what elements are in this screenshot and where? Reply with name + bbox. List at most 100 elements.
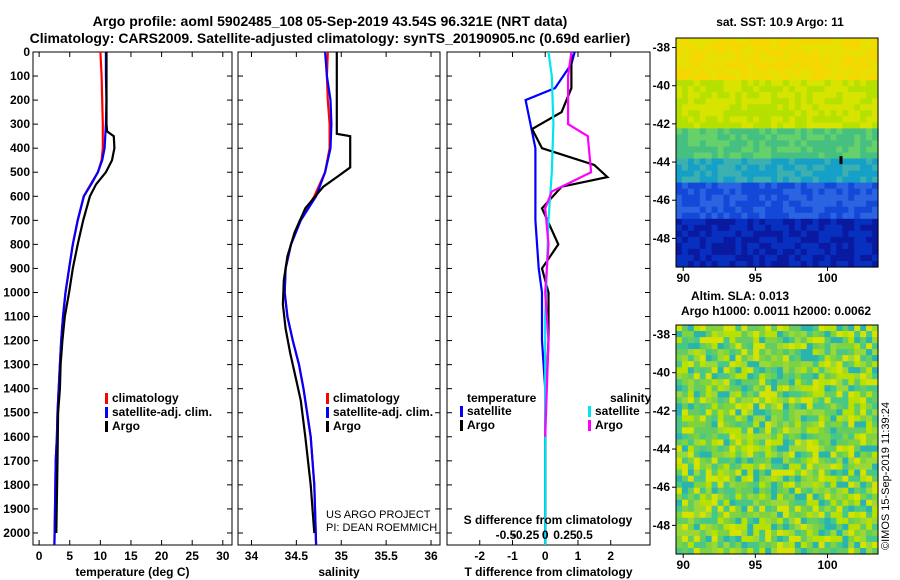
map-cell bbox=[687, 445, 695, 453]
map-cell bbox=[842, 38, 849, 45]
map-cell bbox=[777, 529, 784, 537]
map-cell bbox=[747, 80, 754, 87]
map-cell bbox=[830, 170, 837, 178]
map-cell bbox=[812, 343, 820, 350]
map-cell bbox=[777, 50, 784, 57]
map-cell bbox=[729, 367, 736, 374]
map-cell bbox=[782, 194, 790, 202]
map-cell bbox=[717, 548, 725, 555]
map-cell bbox=[729, 361, 736, 368]
map-cell bbox=[735, 206, 742, 214]
map-cell bbox=[735, 367, 742, 374]
map-cell bbox=[842, 409, 849, 416]
map-cell bbox=[681, 152, 689, 160]
map-cell bbox=[788, 343, 796, 350]
map-cell bbox=[771, 128, 778, 135]
map-cell bbox=[806, 463, 814, 471]
map-cell bbox=[681, 122, 689, 129]
map-cell bbox=[777, 349, 784, 356]
map-cell bbox=[777, 122, 784, 129]
sst-map-ytick-label: -46 bbox=[653, 193, 671, 207]
map-cell bbox=[687, 218, 695, 226]
map-cell bbox=[794, 122, 802, 129]
map-cell bbox=[681, 134, 689, 141]
map-cell bbox=[830, 254, 837, 262]
map-cell bbox=[741, 337, 748, 344]
map-cell bbox=[717, 116, 725, 123]
map-cell bbox=[836, 511, 843, 519]
map-cell bbox=[818, 164, 826, 172]
map-cell bbox=[788, 158, 796, 166]
map-cell bbox=[729, 56, 736, 63]
map-cell bbox=[782, 451, 790, 459]
map-cell bbox=[806, 110, 814, 117]
map-cell bbox=[824, 379, 831, 386]
depth-tick-label: 1300 bbox=[3, 358, 30, 372]
map-cell bbox=[777, 152, 784, 160]
map-cell bbox=[693, 385, 701, 392]
map-cell bbox=[711, 44, 719, 51]
map-cell bbox=[830, 361, 837, 368]
map-cell bbox=[848, 128, 855, 135]
map-cell bbox=[705, 188, 713, 196]
map-cell bbox=[771, 62, 778, 69]
sst-map-ytick-label: -42 bbox=[653, 117, 671, 131]
map-cell bbox=[705, 505, 713, 513]
map-cell bbox=[777, 80, 784, 87]
temperature-xlabel: temperature (deg C) bbox=[75, 565, 189, 579]
map-cell bbox=[765, 68, 772, 75]
map-cell bbox=[782, 505, 790, 513]
map-cell bbox=[711, 80, 719, 87]
map-cell bbox=[860, 475, 867, 483]
map-cell bbox=[860, 337, 867, 344]
map-cell bbox=[842, 325, 849, 332]
map-cell bbox=[782, 385, 790, 392]
map-cell bbox=[699, 427, 707, 434]
map-cell bbox=[717, 152, 725, 160]
map-cell bbox=[735, 98, 742, 105]
map-cell bbox=[717, 98, 725, 105]
map-cell bbox=[699, 505, 707, 513]
map-cell bbox=[800, 439, 808, 447]
map-cell bbox=[741, 86, 748, 93]
map-cell bbox=[687, 439, 695, 447]
map-cell bbox=[699, 74, 707, 81]
map-cell bbox=[830, 475, 837, 483]
map-cell bbox=[747, 50, 754, 57]
map-cell bbox=[711, 451, 719, 459]
map-cell bbox=[818, 134, 826, 141]
map-cell bbox=[788, 128, 796, 135]
map-cell bbox=[741, 92, 748, 99]
map-cell bbox=[824, 409, 831, 416]
map-cell bbox=[753, 98, 760, 105]
map-cell bbox=[866, 212, 873, 220]
map-cell bbox=[765, 451, 772, 459]
map-cell bbox=[705, 56, 713, 63]
map-cell bbox=[735, 74, 742, 81]
map-cell bbox=[848, 541, 855, 549]
map-cell bbox=[729, 116, 736, 123]
map-cell bbox=[676, 451, 683, 459]
map-cell bbox=[824, 206, 831, 214]
map-cell bbox=[800, 56, 808, 63]
map-cell bbox=[848, 355, 855, 362]
map-cell bbox=[866, 62, 873, 69]
map-cell bbox=[836, 110, 843, 117]
map-cell bbox=[676, 182, 683, 190]
map-cell bbox=[699, 230, 707, 238]
map-cell bbox=[699, 373, 707, 380]
map-cell bbox=[872, 548, 879, 555]
map-cell bbox=[693, 505, 701, 513]
map-cell bbox=[699, 499, 707, 507]
map-cell bbox=[711, 505, 719, 513]
map-cell bbox=[812, 349, 820, 356]
map-cell bbox=[812, 421, 820, 428]
map-cell bbox=[866, 481, 873, 489]
map-cell bbox=[735, 104, 742, 111]
map-cell bbox=[723, 261, 730, 268]
map-cell bbox=[836, 421, 843, 428]
map-cell bbox=[854, 373, 861, 380]
map-cell bbox=[681, 242, 689, 250]
map-cell bbox=[806, 261, 814, 268]
map-cell bbox=[777, 182, 784, 190]
